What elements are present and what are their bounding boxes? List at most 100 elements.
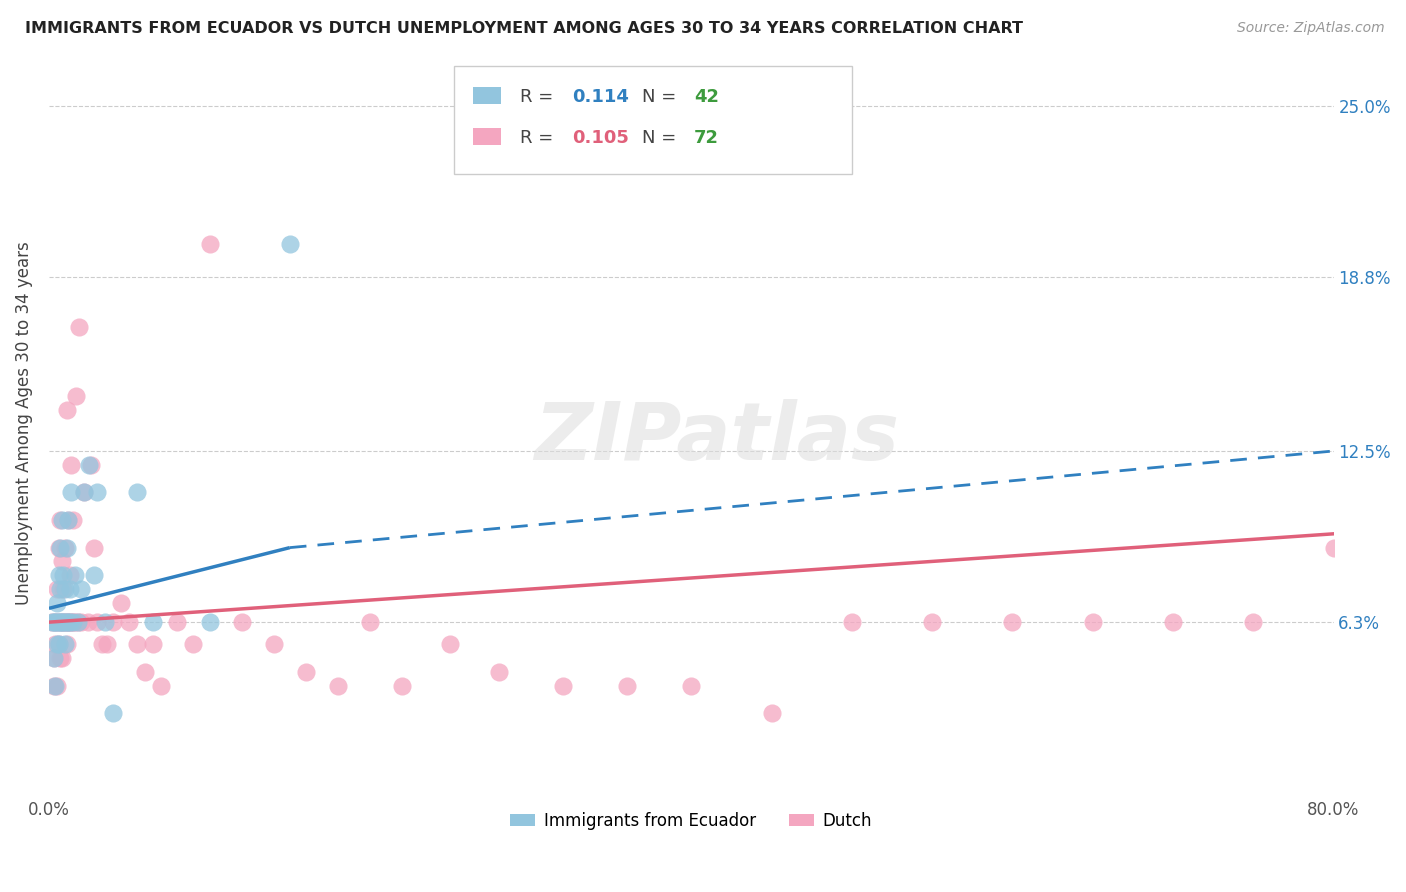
Point [49, 615, 72, 629]
Point [488, 665, 510, 679]
Point [59, 615, 82, 629]
Point [44, 679, 66, 693]
Point [48, 615, 70, 629]
Point [1241, 615, 1264, 629]
Point [103, 615, 125, 629]
Bar [472, 87, 501, 103]
Point [1161, 615, 1184, 629]
Point [58, 513, 80, 527]
Point [55, 615, 77, 629]
Point [73, 485, 96, 500]
Point [49, 582, 72, 596]
Point [46, 615, 69, 629]
Point [359, 615, 381, 629]
Point [44, 615, 66, 629]
Point [62, 615, 84, 629]
Point [841, 615, 863, 629]
Point [48, 637, 70, 651]
Point [51, 554, 73, 568]
Point [183, 637, 205, 651]
Point [616, 679, 638, 693]
Point [60, 485, 83, 500]
Point [48, 568, 70, 582]
Point [278, 236, 301, 251]
Point [53, 637, 76, 651]
Point [51, 615, 73, 629]
Y-axis label: Unemployment Among Ages 30 to 34 years: Unemployment Among Ages 30 to 34 years [15, 242, 32, 606]
Point [439, 637, 461, 651]
Text: 0.114: 0.114 [572, 88, 628, 106]
Point [42, 679, 65, 693]
Text: R =: R = [520, 88, 560, 106]
Point [103, 706, 125, 721]
Point [52, 568, 75, 582]
Point [58, 615, 80, 629]
Point [62, 615, 84, 629]
Point [127, 485, 149, 500]
Legend: Immigrants from Ecuador, Dutch: Immigrants from Ecuador, Dutch [503, 805, 879, 836]
Point [59, 615, 82, 629]
Point [52, 582, 75, 596]
Point [326, 679, 349, 693]
Point [46, 582, 69, 596]
Text: ZIPatlas: ZIPatlas [534, 400, 900, 477]
Point [42, 615, 65, 629]
Point [42, 651, 65, 665]
Text: IMMIGRANTS FROM ECUADOR VS DUTCH UNEMPLOYMENT AMONG AGES 30 TO 34 YEARS CORRELAT: IMMIGRANTS FROM ECUADOR VS DUTCH UNEMPLO… [25, 21, 1024, 36]
Point [70, 582, 93, 596]
Point [142, 615, 165, 629]
Point [391, 679, 413, 693]
Point [51, 615, 73, 629]
Point [55, 541, 77, 555]
Point [55, 402, 77, 417]
FancyBboxPatch shape [454, 66, 852, 174]
Point [51, 651, 73, 665]
Point [41, 615, 63, 629]
Text: Source: ZipAtlas.com: Source: ZipAtlas.com [1237, 21, 1385, 35]
Point [134, 665, 156, 679]
Point [118, 615, 141, 629]
Point [49, 651, 72, 665]
Point [52, 615, 75, 629]
Point [52, 615, 75, 629]
Point [46, 679, 69, 693]
Point [1001, 615, 1024, 629]
Point [49, 615, 72, 629]
Text: R =: R = [520, 128, 560, 147]
Point [49, 513, 72, 527]
Point [49, 541, 72, 555]
Point [66, 615, 89, 629]
Point [51, 513, 73, 527]
Point [83, 568, 105, 582]
Point [60, 458, 83, 472]
Point [53, 541, 76, 555]
Point [58, 615, 80, 629]
Point [263, 637, 285, 651]
Point [91, 637, 114, 651]
Point [46, 637, 69, 651]
Point [295, 665, 318, 679]
Point [46, 596, 69, 610]
Text: 42: 42 [693, 88, 718, 106]
Point [198, 236, 221, 251]
Text: N =: N = [643, 128, 682, 147]
Point [86, 615, 108, 629]
Point [551, 679, 574, 693]
Point [94, 615, 117, 629]
Point [127, 637, 149, 651]
Text: 0.105: 0.105 [572, 128, 628, 147]
Point [66, 615, 89, 629]
Point [69, 319, 91, 334]
Point [1322, 541, 1344, 555]
Point [42, 651, 65, 665]
Point [86, 485, 108, 500]
Point [166, 615, 188, 629]
Point [77, 458, 100, 472]
Point [65, 389, 87, 403]
Point [63, 615, 86, 629]
Point [73, 485, 96, 500]
Text: 72: 72 [693, 128, 718, 147]
Point [48, 541, 70, 555]
Point [150, 679, 173, 693]
Point [681, 679, 703, 693]
